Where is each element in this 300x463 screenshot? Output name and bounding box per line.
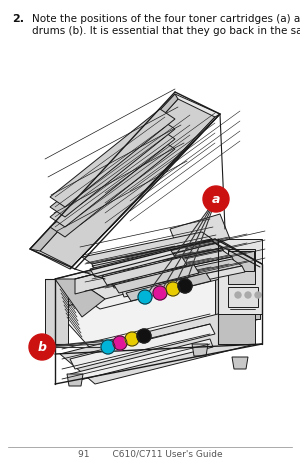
Circle shape	[203, 187, 229, 213]
Circle shape	[166, 282, 180, 296]
Text: 91        C610/C711 User's Guide: 91 C610/C711 User's Guide	[78, 449, 222, 457]
Polygon shape	[228, 288, 258, 307]
Polygon shape	[122, 266, 245, 297]
Polygon shape	[92, 239, 215, 270]
Circle shape	[101, 340, 115, 354]
Polygon shape	[228, 250, 255, 284]
Polygon shape	[102, 250, 232, 282]
Text: 2.: 2.	[12, 14, 24, 24]
Polygon shape	[102, 257, 187, 285]
Polygon shape	[50, 110, 175, 207]
Polygon shape	[218, 314, 255, 344]
Polygon shape	[45, 279, 68, 344]
Polygon shape	[40, 100, 215, 268]
Circle shape	[113, 336, 127, 350]
Polygon shape	[192, 344, 208, 356]
Polygon shape	[55, 269, 260, 359]
Polygon shape	[70, 339, 213, 382]
Polygon shape	[55, 239, 260, 309]
Polygon shape	[75, 244, 240, 300]
Circle shape	[138, 290, 152, 304]
Polygon shape	[55, 279, 105, 317]
Polygon shape	[114, 265, 199, 294]
Circle shape	[245, 292, 251, 298]
Polygon shape	[215, 269, 260, 319]
Polygon shape	[82, 232, 212, 264]
Circle shape	[178, 279, 192, 294]
Circle shape	[153, 287, 167, 300]
Polygon shape	[50, 130, 175, 227]
Polygon shape	[75, 244, 210, 294]
Polygon shape	[70, 115, 220, 269]
Circle shape	[235, 292, 241, 298]
Polygon shape	[218, 239, 262, 314]
Polygon shape	[70, 324, 215, 369]
Polygon shape	[232, 357, 248, 369]
Circle shape	[29, 334, 55, 360]
Polygon shape	[112, 259, 242, 291]
Circle shape	[255, 292, 261, 298]
Polygon shape	[67, 374, 83, 386]
Polygon shape	[50, 120, 175, 218]
Text: a: a	[212, 193, 220, 206]
Polygon shape	[90, 250, 175, 277]
Text: b: b	[38, 341, 46, 354]
Polygon shape	[112, 257, 235, 288]
Polygon shape	[92, 242, 222, 274]
Circle shape	[137, 329, 151, 343]
Polygon shape	[30, 95, 220, 269]
Text: Note the positions of the four toner cartridges (a) and image
drums (b). It is e: Note the positions of the four toner car…	[32, 14, 300, 36]
Polygon shape	[170, 214, 230, 255]
Circle shape	[125, 332, 139, 346]
Polygon shape	[50, 140, 175, 238]
Polygon shape	[126, 274, 211, 301]
Polygon shape	[102, 249, 225, 279]
Polygon shape	[30, 95, 178, 251]
Polygon shape	[228, 251, 254, 271]
Polygon shape	[60, 314, 255, 384]
